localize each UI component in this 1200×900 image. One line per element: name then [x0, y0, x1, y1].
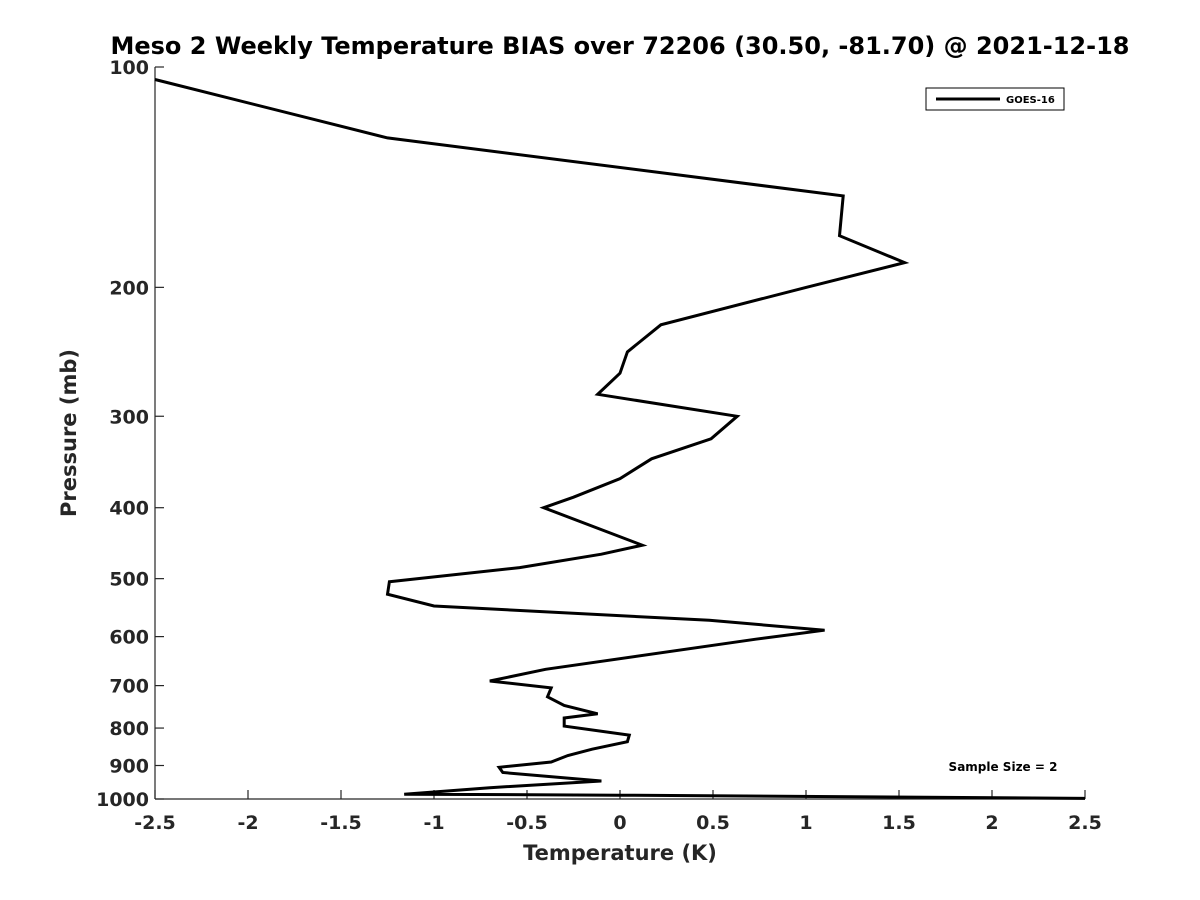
x-axis-label: Temperature (K) — [523, 841, 717, 865]
x-tick-label: 1 — [799, 812, 812, 834]
y-tick-label: 100 — [109, 57, 149, 79]
y-tick-label: 800 — [109, 718, 149, 740]
series-line-goes-16 — [154, 78, 1086, 800]
y-ticks: 100 200 300 400 500 600 700 800 900 1000 — [96, 57, 164, 811]
x-tick-label: -1.5 — [320, 812, 362, 834]
x-ticks: -2.5 -2 -1.5 -1 -0.5 0 0.5 1 1.5 2 2.5 — [134, 790, 1102, 834]
y-tick-label: 200 — [109, 277, 149, 299]
y-tick-label: 700 — [109, 676, 149, 698]
y-tick-label: 300 — [109, 406, 149, 428]
y-tick-label: 600 — [109, 627, 149, 649]
legend-label: GOES-16 — [1006, 95, 1055, 106]
sample-size-annotation: Sample Size = 2 — [949, 760, 1058, 774]
x-tick-label: 2.5 — [1068, 812, 1102, 834]
y-tick-label: 500 — [109, 569, 149, 591]
x-tick-label: -0.5 — [506, 812, 548, 834]
y-tick-label: 900 — [109, 756, 149, 778]
x-tick-label: 0.5 — [696, 812, 730, 834]
x-tick-label: -2 — [237, 812, 258, 834]
y-tick-label: 1000 — [96, 789, 149, 811]
x-tick-label: 2 — [985, 812, 998, 834]
legend: GOES-16 — [925, 87, 1065, 111]
x-tick-label: 1.5 — [882, 812, 916, 834]
x-tick-label: -1 — [423, 812, 444, 834]
x-tick-label: 0 — [613, 812, 626, 834]
y-tick-label: 400 — [109, 498, 149, 520]
y-axis-label: Pressure (mb) — [57, 349, 81, 517]
plot-area: -2.5 -2 -1.5 -1 -0.5 0 0.5 1 1.5 2 2.5 100 200 300 40… — [96, 57, 1102, 834]
chart-title: Meso 2 Weekly Temperature BIAS over 7220… — [110, 32, 1129, 60]
x-tick-label: -2.5 — [134, 812, 176, 834]
